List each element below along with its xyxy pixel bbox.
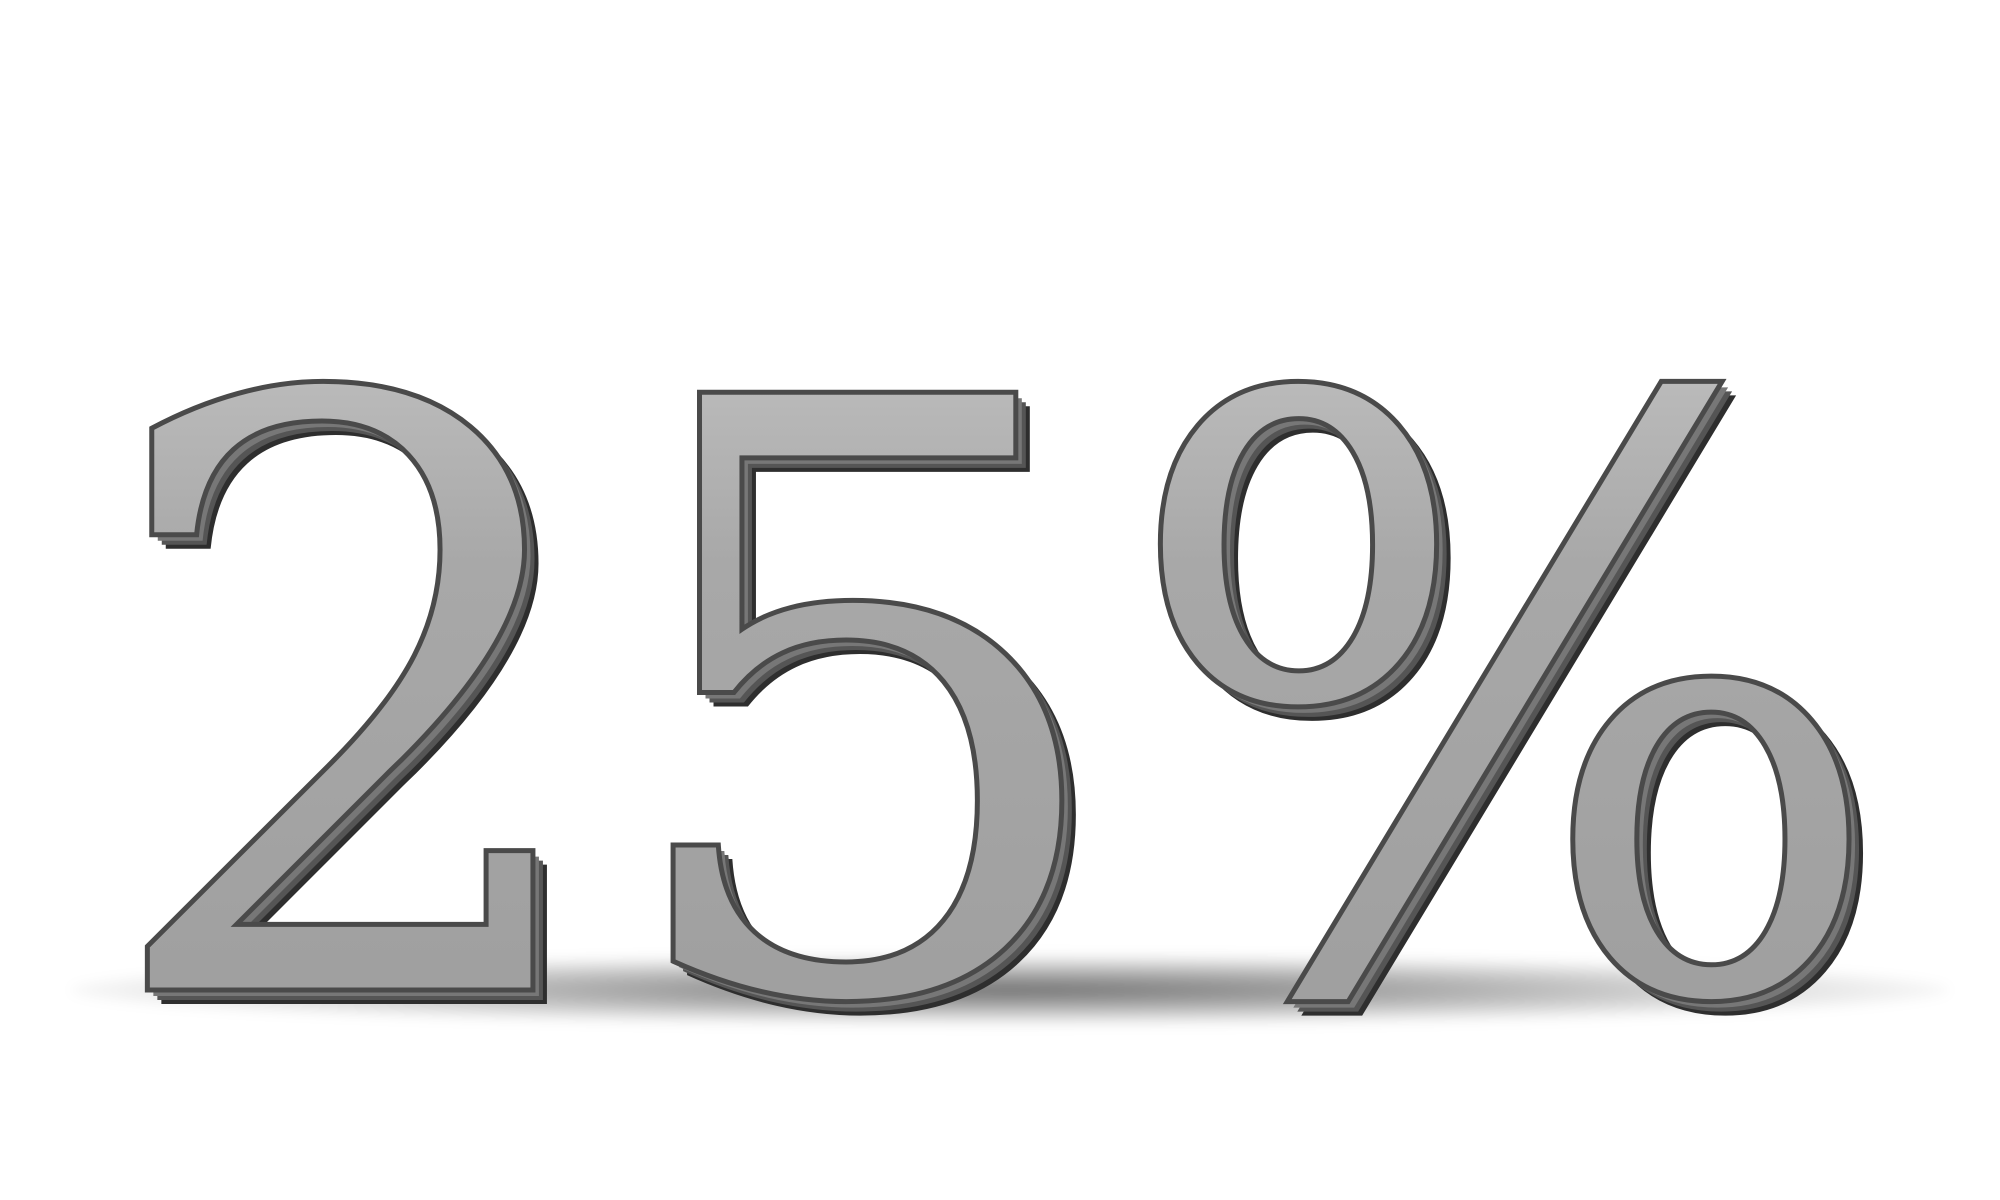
floor-shadow bbox=[70, 955, 1950, 1025]
glyph-depth-mid: 25% bbox=[102, 240, 1895, 1194]
glyph-face: 25% bbox=[92, 230, 1885, 1184]
glyph-depth-far: 25% bbox=[106, 244, 1899, 1198]
glyph-depth-near: 25% bbox=[98, 236, 1891, 1190]
